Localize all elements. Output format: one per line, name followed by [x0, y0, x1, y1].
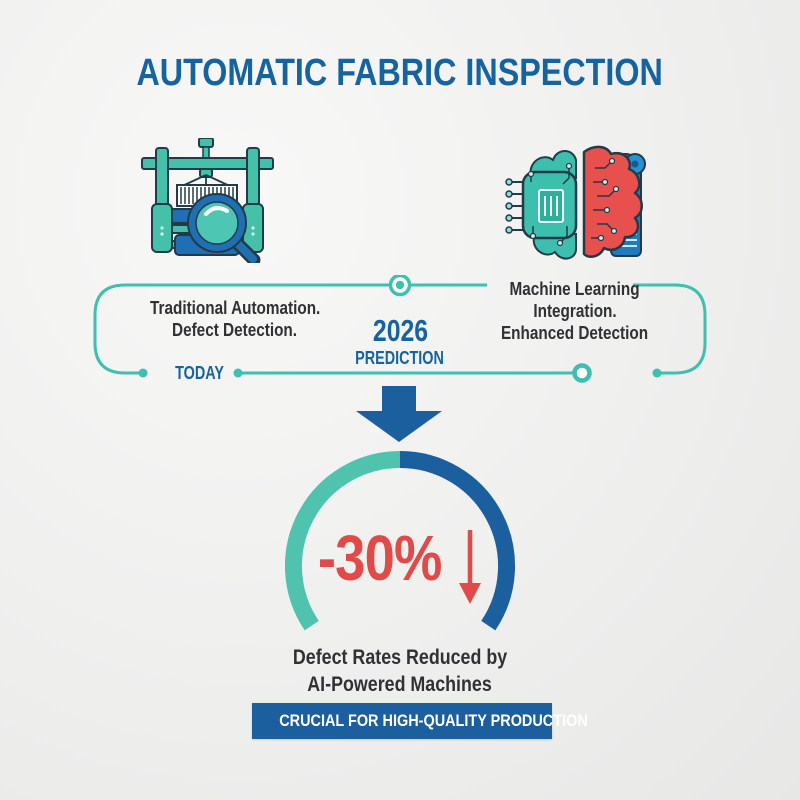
ai-brain-fabric-icon	[505, 145, 646, 260]
loom-inspection-icon	[141, 138, 274, 263]
timeline-ring-node	[572, 363, 592, 383]
page-title: AUTOMATIC FABRIC INSPECTION	[0, 52, 800, 95]
left-event-label: Traditional Automation. Defect Detection…	[110, 297, 360, 341]
timeline-dot	[233, 368, 243, 378]
timeline-dot	[652, 368, 662, 378]
today-label-text: TODAY	[175, 363, 225, 383]
today-label: TODAY	[150, 363, 250, 384]
gauge-caption: Defect Rates Reduced by AI-Powered Machi…	[0, 644, 800, 698]
gauge-caption-line1: Defect Rates Reduced by	[292, 646, 508, 669]
decline-arrow-icon	[459, 530, 481, 604]
left-event-line1: Traditional Automation.	[149, 298, 321, 318]
right-event-label: Machine Learning Integration. Enhanced D…	[480, 278, 670, 344]
prediction-year: 2026	[372, 313, 428, 348]
prediction-label: 2026 PREDICTION	[320, 314, 480, 368]
timeline-left-segment	[93, 283, 392, 375]
magnifier-icon	[187, 193, 261, 263]
prediction-subtitle: PREDICTION	[355, 348, 445, 368]
right-event-line1: Machine Learning	[509, 279, 641, 299]
left-event-line2: Defect Detection.	[172, 320, 298, 340]
gauge-value: -30%	[290, 526, 470, 590]
brain-right-half	[582, 145, 643, 258]
gauge-arc-teal	[285, 451, 401, 631]
down-arrow-icon	[356, 386, 442, 442]
gauge-value-text: -30%	[318, 522, 442, 594]
chip-left-half	[505, 150, 578, 260]
timeline-dot	[138, 368, 148, 378]
gauge-arc-blue	[399, 451, 515, 631]
gauge-arc	[285, 451, 515, 631]
page-title-text: AUTOMATIC FABRIC INSPECTION	[136, 52, 664, 94]
right-event-line3: Enhanced Detection	[501, 323, 649, 343]
timeline-graphic	[93, 275, 707, 383]
bottom-banner: CRUCIAL FOR HIGH-QUALITY PRODUCTION	[252, 703, 588, 739]
bottom-banner-text: CRUCIAL FOR HIGH-QUALITY PRODUCTION	[279, 711, 588, 730]
right-event-line2: Integration.	[533, 301, 617, 321]
gauge-caption-line2: AI-Powered Machines	[307, 673, 493, 696]
timeline-right-segment	[633, 283, 707, 375]
timeline-center-node-dot	[395, 280, 405, 290]
